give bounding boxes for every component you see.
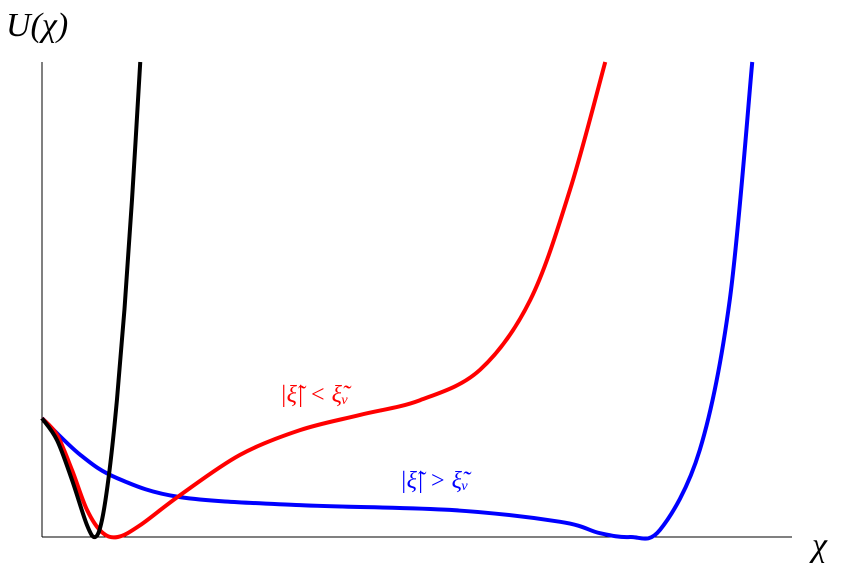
curve-label: |ξ̃| > ξ̃ᵥ — [400, 468, 472, 494]
curve — [40, 61, 755, 541]
y-axis-label: U(χ) — [6, 7, 68, 44]
curve — [40, 61, 143, 540]
curve-label: |ξ̃| < ξ̃ᵥ — [280, 382, 352, 408]
x-axis-label: χ — [809, 527, 828, 564]
curve — [40, 61, 608, 540]
